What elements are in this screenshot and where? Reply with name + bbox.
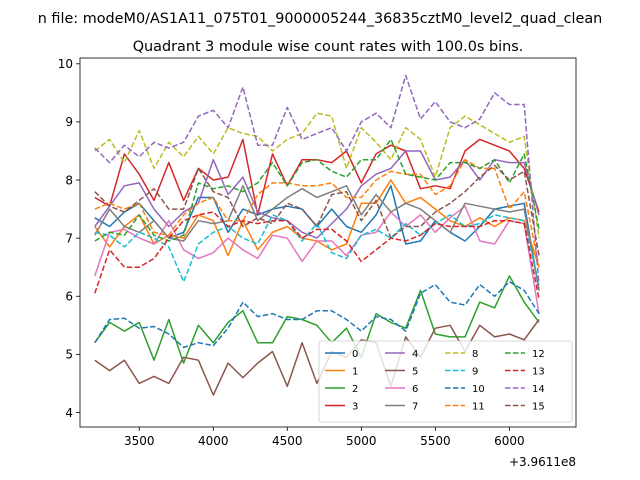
y-tick-label: 5 [65,348,73,362]
legend-label: 6 [412,384,418,395]
legend-label: 2 [352,384,358,395]
legend-label: 3 [352,401,358,412]
legend-label: 9 [472,366,478,377]
series-line-12 [94,138,540,242]
y-tick-label: 6 [65,290,73,304]
series-line-8 [94,112,540,239]
legend-label: 10 [472,384,485,395]
series-line-2 [94,275,540,364]
plot-area [79,57,577,428]
y-tick-label: 7 [65,231,73,245]
legend-label: 14 [532,384,545,395]
y-tick-label: 9 [65,115,73,129]
legend-label: 1 [352,366,358,377]
x-tick-label: 5500 [420,434,451,448]
legend-label: 13 [532,366,545,377]
series-line-11 [94,158,540,268]
y-axis: 4 5 6 7 8 9 10 [58,57,80,420]
x-tick-label: 5000 [346,434,377,448]
plot-frame [79,57,577,428]
x-offset-text: +3.9611e8 [509,455,576,469]
legend-label: 5 [412,366,418,377]
y-tick-label: 4 [65,406,73,420]
series-line-6 [94,205,540,314]
series-line-10 [94,280,540,349]
legend-label: 4 [412,349,418,360]
series-line-14 [94,74,540,285]
x-tick-label: 4500 [272,434,303,448]
series-line-7 [94,185,540,291]
y-tick-label: 10 [58,57,73,71]
y-tick-label: 8 [65,173,73,187]
series-lines [94,74,540,396]
legend-box [318,340,573,423]
x-tick-label: 3500 [124,434,155,448]
series-line-3 [94,138,540,216]
chart-suptitle: n file: modeM0/AS1A11_075T01_9000005244_… [38,11,603,27]
legend-label: 11 [472,401,485,412]
series-line-13 [94,211,540,300]
legend-label: 8 [472,349,478,360]
series-line-9 [94,214,540,285]
series-line-15 [94,164,540,256]
legend-label: 0 [352,349,358,360]
chart-title: Quadrant 3 module wise count rates with … [133,39,524,55]
legend-label: 7 [412,401,418,412]
x-axis: 3500 4000 4500 5000 5500 6000 [124,427,525,448]
x-tick-label: 4000 [198,434,229,448]
legend-label: 12 [532,349,545,360]
x-tick-label: 6000 [494,434,525,448]
legend-label: 15 [532,401,545,412]
